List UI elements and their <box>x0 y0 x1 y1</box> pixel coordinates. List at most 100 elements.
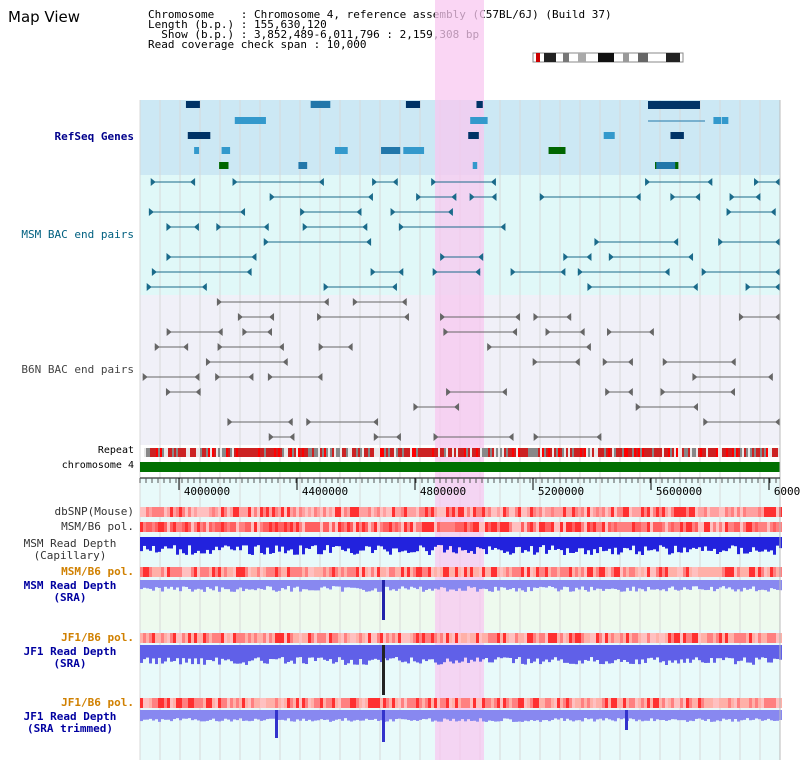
msm-capillary-depth-bar <box>140 537 143 552</box>
repeat-segment <box>438 448 440 457</box>
jf1-sra-depth-bar <box>434 645 437 663</box>
b6n-bac-pair-end <box>532 358 538 366</box>
dbsnp-segment <box>773 507 776 517</box>
dbsnp-segment <box>434 507 437 517</box>
repeat-segment <box>424 448 426 457</box>
dbsnp-segment <box>161 507 164 517</box>
jf1-pol-segment <box>209 633 212 643</box>
jf1-sra-depth-bar <box>569 645 572 664</box>
repeat-segment <box>538 448 540 457</box>
msm-pol2-segment <box>770 567 773 577</box>
msm-pol2-segment <box>287 567 290 577</box>
jf1-trimmed-depth-bar <box>524 710 527 721</box>
msm-pol-segment <box>287 522 290 532</box>
jf1-pol2-segment <box>566 698 569 708</box>
jf1-pol2-segment <box>314 698 317 708</box>
msm-sra-depth-bar <box>140 580 143 590</box>
repeat-segment <box>270 448 272 457</box>
dbsnp-segment <box>710 507 713 517</box>
jf1-pol-segment <box>428 633 431 643</box>
track-features[interactable] <box>140 100 782 760</box>
jf1-pol2-segment <box>776 698 779 708</box>
repeat-segment <box>236 448 238 457</box>
jf1-trimmed-depth-bar <box>464 710 467 722</box>
chromosome-ideogram[interactable] <box>528 50 688 66</box>
msm-sra-depth-bar <box>329 580 332 590</box>
track-label-refseq[interactable]: RefSeq Genes <box>54 130 134 143</box>
track-label-msm-depth-capillary: MSM Read Depth (Capillary) <box>0 538 140 562</box>
jf1-pol2-segment <box>557 698 560 708</box>
msm-capillary-depth-bar <box>698 537 701 548</box>
msm-pol-segment <box>560 522 563 532</box>
msm-pol2-segment <box>281 567 284 577</box>
msm-capillary-depth-bar <box>473 537 476 554</box>
msm-pol2-segment <box>377 567 380 577</box>
jf1-trimmed-depth-bar <box>374 710 377 719</box>
msm-capillary-depth-bar <box>251 537 254 555</box>
dbsnp-segment <box>311 507 314 517</box>
jf1-trimmed-depth-bar <box>260 710 263 721</box>
msm-capillary-depth-bar <box>362 537 365 551</box>
jf1-sra-depth-bar <box>158 645 161 658</box>
jf1-sra-depth-bar <box>140 645 143 663</box>
jf1-sra-depth-bar <box>398 645 401 661</box>
dbsnp-segment <box>725 507 728 517</box>
msm-capillary-depth-bar <box>719 537 722 553</box>
repeat-segment <box>360 448 362 457</box>
repeat-segment <box>748 448 750 457</box>
msm-pol2-segment <box>302 567 305 577</box>
msm-pol2-segment <box>263 567 266 577</box>
jf1-pol-segment <box>656 633 659 643</box>
msm-sra-depth-bar <box>272 580 275 591</box>
jf1-sra-depth-bar <box>590 645 593 658</box>
msm-pol2-segment <box>446 567 449 577</box>
jf1-pol-segment <box>215 633 218 643</box>
msm-bac-pair-end <box>447 208 453 216</box>
msm-capillary-depth-bar <box>416 537 419 552</box>
jf1-trimmed-depth-bar <box>413 710 416 721</box>
msm-sra-depth-bar <box>431 580 434 591</box>
gene-feature <box>242 117 266 124</box>
msm-capillary-depth-bar <box>344 537 347 552</box>
msm-pol2-segment <box>428 567 431 577</box>
repeat-segment <box>470 448 472 457</box>
msm-capillary-depth-bar <box>734 537 737 547</box>
msm-pol-segment <box>386 522 389 532</box>
dbsnp-segment <box>761 507 764 517</box>
jf1-sra-depth-bar <box>713 645 716 663</box>
jf1-pol2-segment <box>293 698 296 708</box>
msm-pol-segment <box>617 522 620 532</box>
msm-pol-segment <box>167 522 170 532</box>
jf1-sra-depth-bar <box>554 645 557 658</box>
track-label-msm-bac[interactable]: MSM BAC end pairs <box>21 228 134 241</box>
repeat-segment <box>188 448 190 457</box>
repeat-segment <box>596 448 598 457</box>
msm-pol-segment <box>329 522 332 532</box>
jf1-sra-depth-bar <box>740 645 743 661</box>
msm-sra-depth-bar <box>620 580 623 592</box>
jf1-pol-segment <box>536 633 539 643</box>
b6n-bac-pair-end <box>508 433 514 441</box>
jf1-pol-segment <box>683 633 686 643</box>
msm-capillary-depth-bar <box>221 537 224 548</box>
jf1-pol2-segment <box>437 698 440 708</box>
jf1-sra-depth-bar <box>251 645 254 661</box>
jf1-pol-segment <box>263 633 266 643</box>
jf1-pol2-segment <box>230 698 233 708</box>
dbsnp-segment <box>722 507 725 517</box>
jf1-trimmed-depth-bar <box>752 710 755 720</box>
jf1-trimmed-depth-bar <box>431 710 434 722</box>
repeat-segment <box>420 448 422 457</box>
msm-pol2-segment <box>314 567 317 577</box>
msm-capillary-depth-bar <box>467 537 470 553</box>
msm-pol2-segment <box>776 567 779 577</box>
msm-pol2-segment <box>491 567 494 577</box>
repeat-segment <box>750 448 752 457</box>
msm-sra-depth-bar <box>143 580 146 588</box>
dbsnp-segment <box>272 507 275 517</box>
track-label-b6n-bac[interactable]: B6N BAC end pairs <box>21 363 134 376</box>
msm-sra-depth-bar <box>725 580 728 589</box>
msm-capillary-depth-bar <box>188 537 191 546</box>
b6n-bac-pair-end <box>533 313 539 321</box>
